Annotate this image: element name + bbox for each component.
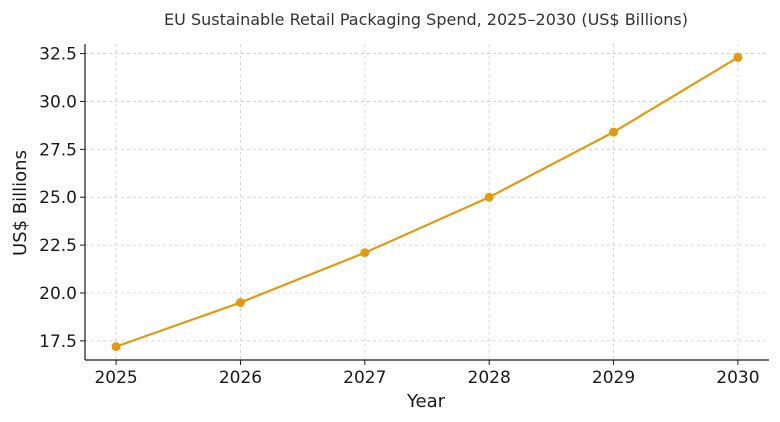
y-tick-label: 25.0 [39,188,77,208]
x-axis-label: Year [406,391,446,412]
data-point [111,342,121,352]
x-tick-label: 2025 [94,368,137,388]
y-axis-label: US$ Billions [10,150,31,256]
y-tick-label: 17.5 [39,332,77,352]
data-point [360,248,370,258]
data-point [235,298,245,308]
x-tick-label: 2030 [716,368,759,388]
chart-title: EU Sustainable Retail Packaging Spend, 2… [164,10,688,29]
grid [85,44,769,360]
y-tick-label: 20.0 [39,284,77,304]
data-point [484,192,494,202]
x-tick-label: 2026 [219,368,262,388]
series [111,52,743,352]
series-line [115,56,739,348]
data-point [733,52,743,62]
x-tick-label: 2028 [468,368,511,388]
x-tick-label: 2029 [592,368,635,388]
y-tick-label: 30.0 [39,92,77,112]
y-tick-label: 32.5 [39,45,77,65]
x-tick-label: 2027 [343,368,386,388]
data-point [609,127,619,137]
axes: 2025 2026 2027 2028 2029 2030 17.5 20.0 22.5 25.0… [39,44,769,388]
y-tick-label: 22.5 [39,236,77,256]
y-tick-label: 27.5 [39,140,77,160]
